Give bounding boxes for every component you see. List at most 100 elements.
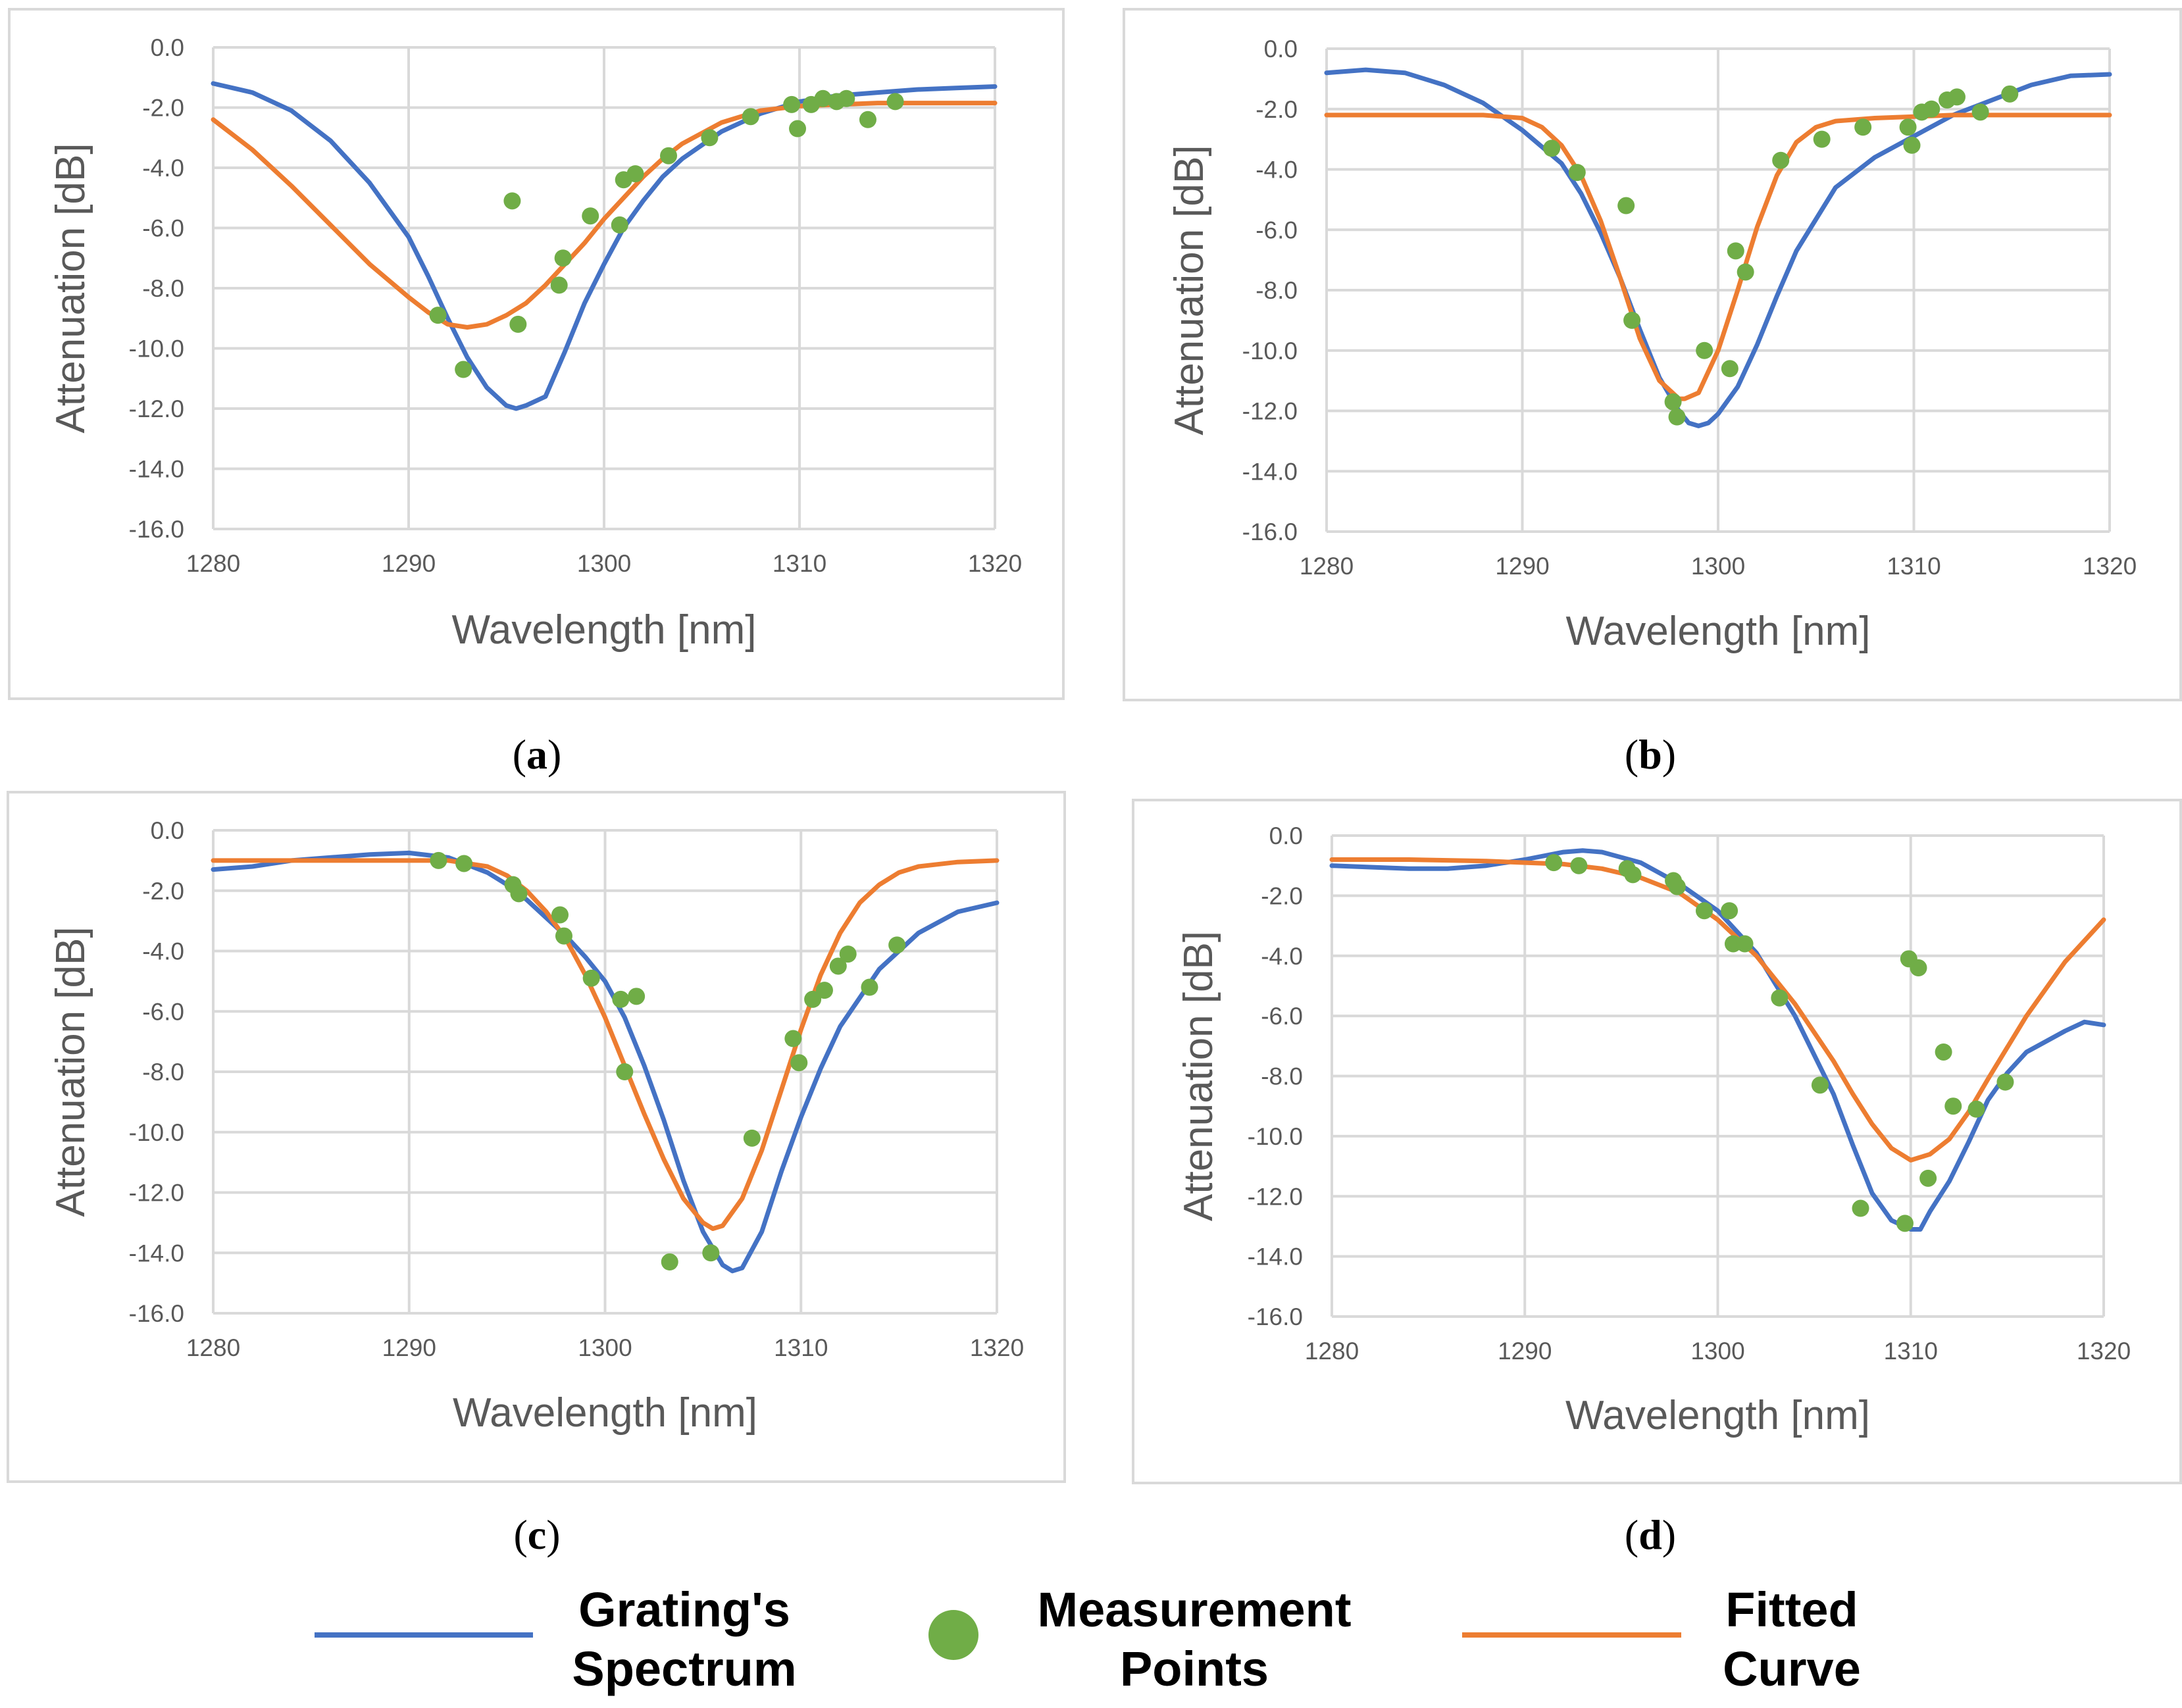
- measurement-point: [1971, 103, 1989, 121]
- x-tick-label: 1280: [1305, 1338, 1359, 1365]
- y-tick-label: -16.0: [1242, 518, 1298, 545]
- measurement-point: [1668, 408, 1686, 426]
- measurement-point: [1935, 1043, 1952, 1061]
- y-tick-label: -4.0: [1256, 157, 1298, 184]
- legend-measurement-swatch: [928, 1610, 978, 1660]
- legend-spectrum-label-line1: Grating's: [578, 1582, 790, 1637]
- measurement-point: [1944, 1097, 1962, 1115]
- y-tick-label: -10.0: [1248, 1123, 1303, 1150]
- x-tick-label: 1310: [1884, 1338, 1938, 1365]
- measurement-point: [1727, 242, 1744, 260]
- x-tick-label: 1320: [970, 1334, 1024, 1361]
- x-tick-label: 1310: [1887, 553, 1941, 580]
- measurement-point: [429, 307, 447, 324]
- x-tick-label: 1320: [2083, 553, 2137, 580]
- panel-label-open: (: [1625, 731, 1638, 778]
- y-tick-label: -4.0: [1261, 943, 1303, 970]
- x-tick-label: 1320: [2077, 1338, 2131, 1365]
- panel-label-close: ): [1662, 1511, 1676, 1558]
- measurement-point: [1737, 263, 1754, 281]
- y-tick-label: -12.0: [1242, 398, 1298, 425]
- x-tick-label: 1290: [1495, 553, 1549, 580]
- y-tick-label: 0.0: [151, 817, 184, 844]
- y-tick-label: -16.0: [129, 516, 184, 543]
- measurement-point: [1570, 857, 1588, 874]
- fitted-curve-line: [1324, 113, 2112, 401]
- y-tick-label: 0.0: [1269, 822, 1303, 849]
- measurement-point: [550, 276, 568, 294]
- measurement-point: [838, 89, 855, 107]
- panel-label: (a): [513, 731, 562, 778]
- panel-label: (b): [1625, 731, 1676, 778]
- measurement-point: [455, 361, 472, 378]
- measurement-point: [743, 1129, 761, 1147]
- measurement-point: [660, 147, 678, 164]
- panel-label-close: ): [547, 731, 561, 778]
- y-tick-label: -10.0: [129, 336, 184, 363]
- panel-label: (d): [1625, 1511, 1676, 1558]
- measurement-point: [1721, 902, 1738, 920]
- legend-fitted-label-line2: Curve: [1723, 1642, 1861, 1696]
- measurement-point: [783, 95, 801, 113]
- x-tick-label: 1290: [382, 550, 436, 577]
- measurement-point: [1736, 935, 1754, 953]
- measurement-point: [1919, 1169, 1937, 1187]
- x-axis-title: Wavelength [nm]: [453, 1390, 757, 1436]
- measurement-point: [1568, 164, 1586, 182]
- y-tick-label: 0.0: [1264, 36, 1298, 63]
- measurement-point: [1896, 1215, 1914, 1232]
- measurement-point: [1811, 1076, 1829, 1094]
- x-tick-label: 1300: [577, 550, 631, 577]
- x-tick-label: 1310: [774, 1334, 828, 1361]
- y-axis-title: Attenuation [dB]: [1167, 145, 1212, 435]
- measurement-point: [701, 129, 719, 147]
- x-tick-label: 1280: [1300, 553, 1354, 580]
- y-tick-label: -12.0: [1248, 1183, 1303, 1210]
- panel-label-letter: b: [1638, 731, 1662, 778]
- spectrum-line: [211, 850, 1000, 1274]
- measurement-point: [1695, 902, 1713, 920]
- measurement-point: [1996, 1073, 2014, 1091]
- x-tick-label: 1280: [186, 550, 240, 577]
- measurement-point: [510, 885, 528, 903]
- x-axis-title: Wavelength [nm]: [452, 607, 757, 653]
- measurement-point: [790, 1054, 808, 1072]
- fitted-curve-line: [211, 858, 1000, 1231]
- y-tick-label: -2.0: [1261, 882, 1303, 909]
- measurement-point: [555, 927, 572, 945]
- measurement-point: [582, 969, 600, 987]
- panel-label-open: (: [1625, 1511, 1638, 1558]
- measurement-point: [1543, 139, 1561, 157]
- x-tick-label: 1300: [1690, 1338, 1744, 1365]
- measurement-point: [1696, 341, 1713, 359]
- measurement-point: [611, 216, 628, 234]
- y-tick-label: -14.0: [1248, 1243, 1303, 1270]
- y-tick-label: -4.0: [142, 155, 184, 182]
- panel-label-letter: a: [526, 731, 547, 778]
- x-tick-label: 1300: [1691, 553, 1745, 580]
- measurement-point: [1771, 989, 1789, 1007]
- y-axis-title: Attenuation [dB]: [48, 926, 93, 1217]
- measurement-point: [1923, 100, 1941, 118]
- measurement-point: [509, 315, 527, 333]
- y-tick-label: -6.0: [142, 215, 184, 242]
- y-tick-label: -14.0: [1242, 458, 1298, 485]
- measurement-point: [1668, 878, 1686, 895]
- measurement-point: [1903, 136, 1921, 154]
- y-tick-label: -8.0: [142, 1059, 184, 1086]
- measurement-point: [628, 988, 646, 1005]
- measurement-point: [839, 945, 857, 963]
- measurement-point: [551, 906, 569, 924]
- y-tick-label: -10.0: [1242, 338, 1298, 364]
- y-tick-label: -8.0: [1256, 277, 1298, 304]
- panels: 0.0-2.0-4.0-6.0-8.0-10.0-12.0-14.0-16.01…: [7, 8, 2182, 1558]
- chart-panel-a: 0.0-2.0-4.0-6.0-8.0-10.0-12.0-14.0-16.01…: [8, 8, 1065, 778]
- measurement-point: [888, 936, 906, 954]
- measurement-point: [661, 1253, 678, 1271]
- measurement-point: [2001, 85, 2019, 103]
- chart-panel-c: 0.0-2.0-4.0-6.0-8.0-10.0-12.0-14.0-16.01…: [7, 791, 1066, 1558]
- chart-frame: [8, 8, 1065, 700]
- y-tick-label: -2.0: [142, 878, 184, 905]
- y-tick-label: -6.0: [1256, 216, 1298, 243]
- measurement-point: [742, 108, 759, 126]
